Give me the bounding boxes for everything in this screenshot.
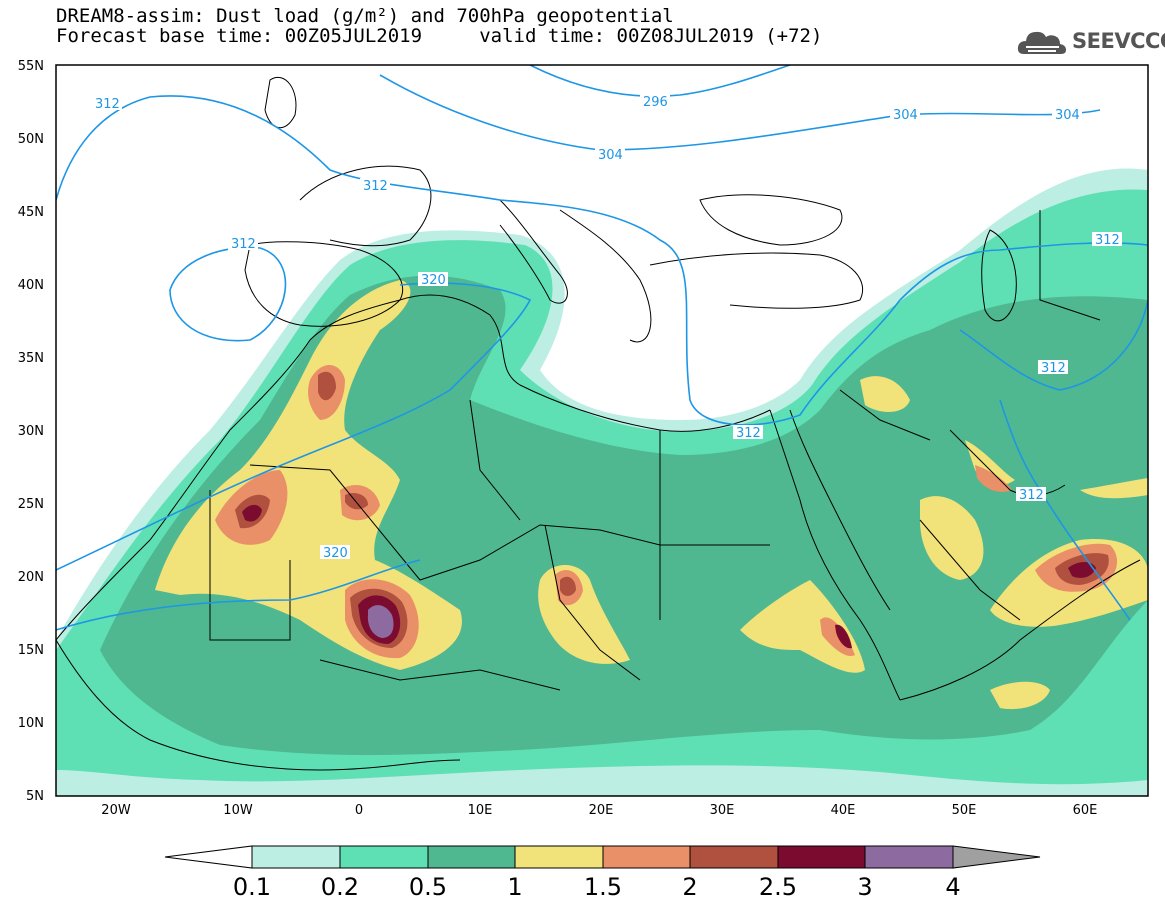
lat-label: 30N <box>18 424 44 439</box>
contour-label: 304 <box>598 148 623 163</box>
colorbar-swatch-1 <box>339 845 429 869</box>
colorbar-label: 0.2 <box>321 873 359 901</box>
dust-field <box>56 168 1148 796</box>
colorbar-swatch-7 <box>864 845 954 869</box>
colorbar-label: 2 <box>682 873 697 901</box>
colorbar-over-triangle <box>952 845 1041 869</box>
logo-text: SEEVCCC <box>1072 29 1165 53</box>
lon-label: 60E <box>1073 803 1098 818</box>
lat-label: 40N <box>18 278 44 293</box>
contour-label: 312 <box>1041 361 1066 376</box>
colorbar-swatch-5 <box>689 845 779 869</box>
colorbar: 0.1 0.2 0.5 1 1.5 2 2.5 3 4 <box>164 845 1041 901</box>
lon-label: 40E <box>831 803 856 818</box>
contour-label: 320 <box>323 546 348 561</box>
colorbar-swatch-0 <box>251 845 341 869</box>
geopotential-contours <box>56 65 1148 631</box>
contour-label: 312 <box>1095 233 1120 248</box>
contour-label: 312 <box>1019 488 1044 503</box>
lon-label: 10E <box>468 803 493 818</box>
lat-label: 55N <box>18 59 44 74</box>
lat-label: 35N <box>18 351 44 366</box>
lat-label: 20N <box>18 570 44 585</box>
colorbar-swatch-3 <box>514 845 604 869</box>
contour-label: 304 <box>1055 108 1080 123</box>
longitude-labels: 20W 10W 0 10E 20E 30E 40E 50E 60E <box>101 803 1097 818</box>
coastlines-borders <box>56 77 1141 771</box>
contour-labels: 312 312 312 296 304 304 304 320 320 312 … <box>92 94 1122 561</box>
contour-label: 312 <box>95 97 120 112</box>
map-title: DREAM8-assim: Dust load (g/m²) and 700hP… <box>56 5 674 27</box>
contour-label: 312 <box>736 426 761 441</box>
map-frame <box>55 64 1149 797</box>
colorbar-label: 1.5 <box>584 873 622 901</box>
lat-label: 25N <box>18 497 44 512</box>
colorbar-label: 4 <box>945 873 960 901</box>
contour-label: 312 <box>231 237 256 252</box>
colorbar-swatch-4 <box>602 845 691 869</box>
contour-label: 296 <box>643 95 668 110</box>
colorbar-label: 0.1 <box>233 873 271 901</box>
colorbar-swatch-6 <box>777 845 866 869</box>
colorbar-label: 1 <box>507 873 522 901</box>
lat-label: 45N <box>18 205 44 220</box>
lon-label: 20E <box>589 803 614 818</box>
lat-label: 5N <box>26 789 44 804</box>
forecast-time-line: Forecast base time: 00Z05JUL2019 valid t… <box>56 25 823 47</box>
contour-label: 312 <box>363 179 388 194</box>
colorbar-under-triangle <box>164 845 253 869</box>
seevccc-logo: SEEVCCC <box>1016 24 1165 58</box>
contour-label: 304 <box>893 108 918 123</box>
lat-label: 15N <box>18 643 44 658</box>
contour-label: 320 <box>421 273 446 288</box>
lon-label: 10W <box>223 803 253 818</box>
colorbar-swatch-2 <box>427 845 516 869</box>
lon-label: 0 <box>355 803 363 818</box>
lon-label: 50E <box>952 803 977 818</box>
lon-label: 20W <box>101 803 131 818</box>
colorbar-label: 2.5 <box>759 873 797 901</box>
lat-label: 10N <box>18 716 44 731</box>
latitude-labels: 55N 50N 45N 40N 35N 30N 25N 20N 15N 10N … <box>18 59 44 804</box>
colorbar-label: 3 <box>857 873 872 901</box>
lon-label: 30E <box>710 803 735 818</box>
cloud-logo-icon <box>1017 31 1066 54</box>
colorbar-label: 0.5 <box>409 873 447 901</box>
lat-label: 50N <box>18 132 44 147</box>
